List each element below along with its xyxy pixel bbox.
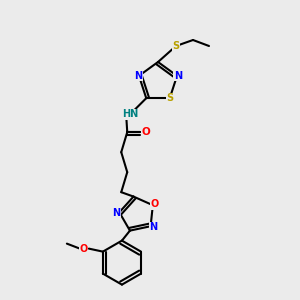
Text: N: N [150,222,158,232]
Text: N: N [112,208,120,218]
Text: O: O [151,199,159,209]
Text: HN: HN [122,109,138,119]
Text: S: S [172,41,180,51]
Text: S: S [166,93,173,103]
Text: O: O [80,244,88,254]
Text: N: N [174,71,182,81]
Text: O: O [142,127,151,137]
Text: N: N [134,71,142,81]
